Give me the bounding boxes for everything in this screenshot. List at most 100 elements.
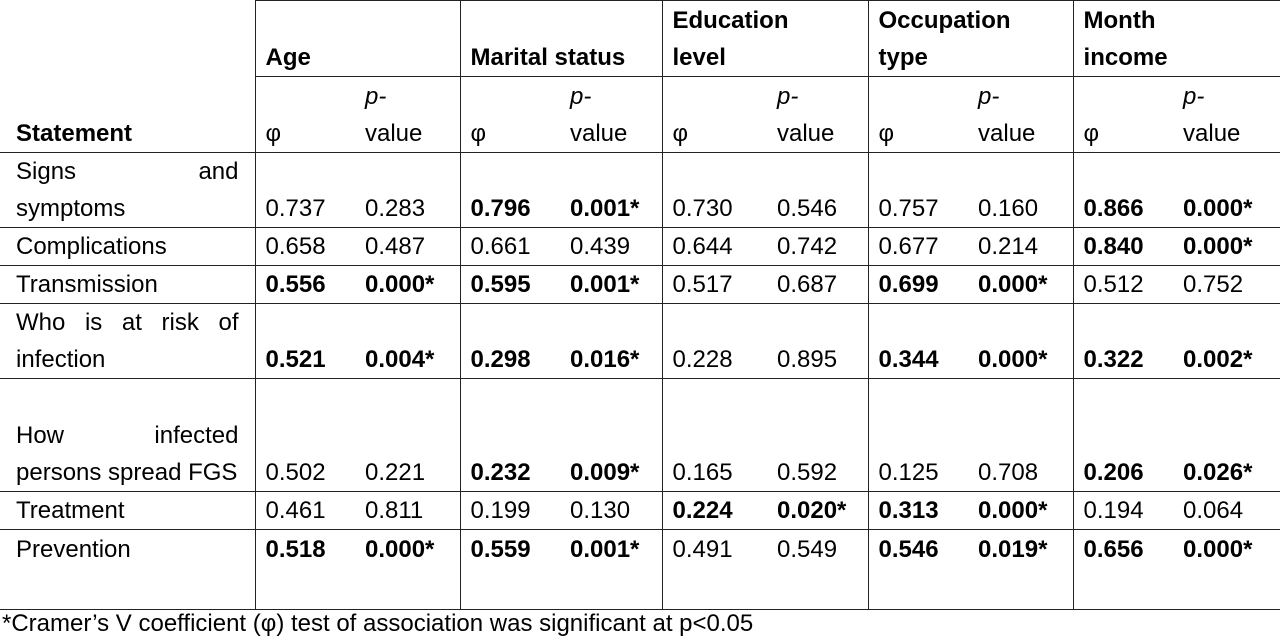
p-suffix: value: [365, 120, 423, 147]
group-header: Occupation type: [867, 0, 1074, 77]
p-header: p-value: [560, 76, 662, 153]
p-value: 0.009*: [560, 378, 662, 492]
phi-value: 0.502: [254, 378, 355, 492]
p-value: 0.752: [1173, 265, 1280, 304]
p-suffix: value: [777, 120, 835, 147]
p-value: 0.004*: [355, 303, 460, 379]
phi-value: 0.840: [1072, 227, 1174, 266]
p-value: 0.160: [968, 152, 1074, 228]
phi-value: 0.344: [867, 303, 969, 379]
p-value: 0.026*: [1173, 378, 1280, 492]
p-value: 0.001*: [560, 529, 662, 610]
statement: Treatment: [0, 491, 255, 530]
phi-value: 0.699: [867, 265, 969, 304]
p-header: p-value: [767, 76, 869, 153]
phi-header: φ: [661, 76, 767, 153]
p-value: 0.000*: [1173, 529, 1280, 610]
p-value: 0.064: [1173, 491, 1280, 530]
p-value: 0.708: [968, 378, 1074, 492]
group-header-line: income: [1083, 44, 1168, 71]
p-value: 0.130: [560, 491, 662, 530]
p-value: 0.214: [968, 227, 1074, 266]
p-value: 0.016*: [560, 303, 662, 379]
group-header: Marital status: [459, 0, 662, 77]
p-header: p-value: [1173, 76, 1280, 153]
statement: Complications: [0, 227, 255, 266]
phi-value: 0.199: [459, 491, 560, 530]
group-header-line: type: [878, 44, 928, 71]
phi-header: φ: [867, 76, 969, 153]
p-value: 0.221: [355, 378, 460, 492]
p-value: 0.000*: [355, 529, 460, 610]
data-row: Transmission 0.556 0.000* 0.595 0.001* 0.517 0…: [0, 265, 1280, 304]
p-header: p-value: [968, 76, 1074, 153]
p-value: 0.000*: [968, 491, 1074, 530]
phi-value: 0.546: [867, 529, 969, 610]
table: Statement Age Marital status Education level…: [0, 0, 1280, 610]
data-row: Prevention 0.518 0.000* 0.559 0.001* 0.491 0.5…: [0, 529, 1280, 610]
p-value: 0.283: [355, 152, 460, 228]
p-value: 0.546: [767, 152, 869, 228]
p-value: 0.020*: [767, 491, 869, 530]
p-suffix: value: [1183, 120, 1241, 147]
phi-value: 0.737: [254, 152, 355, 228]
p-prefix: p-: [777, 83, 799, 110]
group-header-line: Education: [672, 7, 789, 34]
p-prefix: p-: [1183, 83, 1205, 110]
p-header: p-value: [355, 76, 460, 153]
phi-value: 0.125: [867, 378, 969, 492]
phi-value: 0.165: [661, 378, 767, 492]
group-header: Month income: [1072, 0, 1280, 77]
phi-value: 0.661: [459, 227, 560, 266]
statement-header: Statement: [0, 0, 255, 153]
phi-value: 0.730: [661, 152, 767, 228]
group-header: Education level: [661, 0, 869, 77]
phi-value: 0.491: [661, 529, 767, 610]
group-header-line: Occupation: [878, 7, 1011, 34]
phi-value: 0.228: [661, 303, 767, 379]
phi-value: 0.656: [1072, 529, 1174, 610]
phi-header: φ: [1072, 76, 1174, 153]
statement: Who is at risk of infection: [0, 303, 255, 379]
phi-value: 0.521: [254, 303, 355, 379]
statement: Prevention: [0, 529, 255, 610]
phi-value: 0.232: [459, 378, 560, 492]
phi-value: 0.298: [459, 303, 560, 379]
phi-value: 0.644: [661, 227, 767, 266]
group-header-line: Age: [265, 44, 311, 71]
group-header-line: level: [672, 44, 726, 71]
phi-header: φ: [459, 76, 560, 153]
phi-value: 0.461: [254, 491, 355, 530]
p-value: 0.549: [767, 529, 869, 610]
data-row: Complications 0.658 0.487 0.661 0.439 0.644 0.…: [0, 227, 1280, 266]
phi-value: 0.313: [867, 491, 969, 530]
header-row: Statement Age Marital status Education level…: [0, 0, 1280, 153]
group-header: Age: [254, 0, 460, 77]
p-value: 0.000*: [1173, 152, 1280, 228]
phi-value: 0.322: [1072, 303, 1174, 379]
phi-value: 0.559: [459, 529, 560, 610]
p-value: 0.019*: [968, 529, 1074, 610]
data-row: Treatment 0.461 0.811 0.199 0.130 0.224 0.020*…: [0, 491, 1280, 530]
p-value: 0.000*: [968, 303, 1074, 379]
phi-value: 0.206: [1072, 378, 1174, 492]
p-suffix: value: [570, 120, 628, 147]
p-value: 0.687: [767, 265, 869, 304]
p-prefix: p-: [365, 83, 387, 110]
p-value: 0.895: [767, 303, 869, 379]
p-value: 0.439: [560, 227, 662, 266]
phi-value: 0.757: [867, 152, 969, 228]
phi-header: φ: [254, 76, 355, 153]
p-value: 0.742: [767, 227, 869, 266]
group-header-line: Marital status: [470, 44, 626, 71]
p-prefix: p-: [570, 83, 592, 110]
phi-value: 0.677: [867, 227, 969, 266]
p-value: 0.000*: [1173, 227, 1280, 266]
p-value: 0.811: [355, 491, 460, 530]
p-value: 0.002*: [1173, 303, 1280, 379]
data-row: How infected persons spread FGS 0.502 0.22…: [0, 378, 1280, 492]
group-header-line: Month: [1083, 7, 1156, 34]
phi-value: 0.595: [459, 265, 560, 304]
statement: How infected persons spread FGS: [0, 378, 255, 492]
